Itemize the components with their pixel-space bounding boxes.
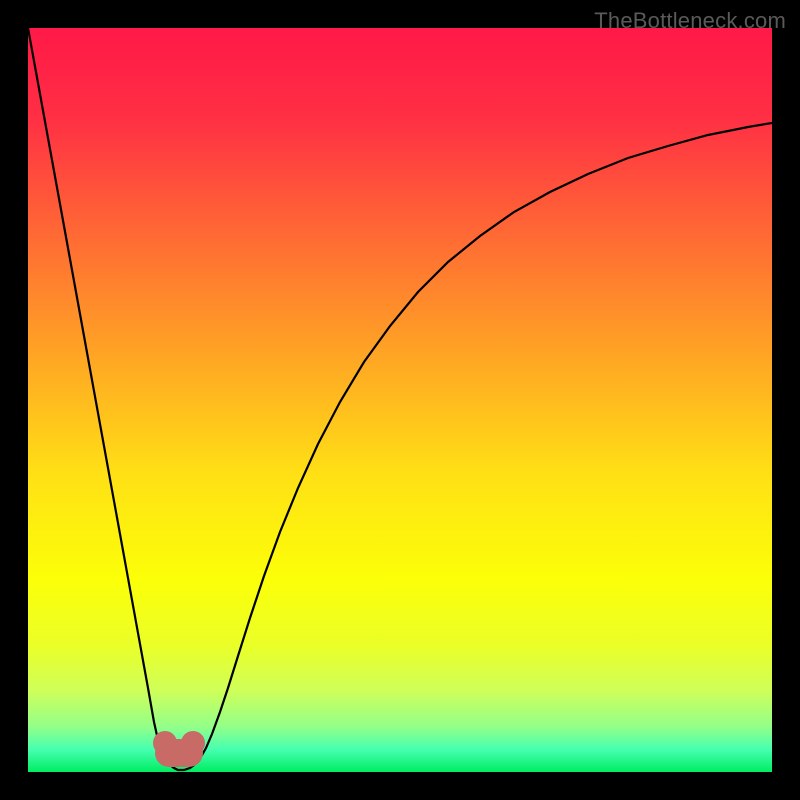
plot-area xyxy=(28,28,772,772)
bottleneck-curve xyxy=(28,28,772,772)
minimum-marker xyxy=(155,739,203,767)
watermark-text: TheBottleneck.com xyxy=(594,8,786,34)
